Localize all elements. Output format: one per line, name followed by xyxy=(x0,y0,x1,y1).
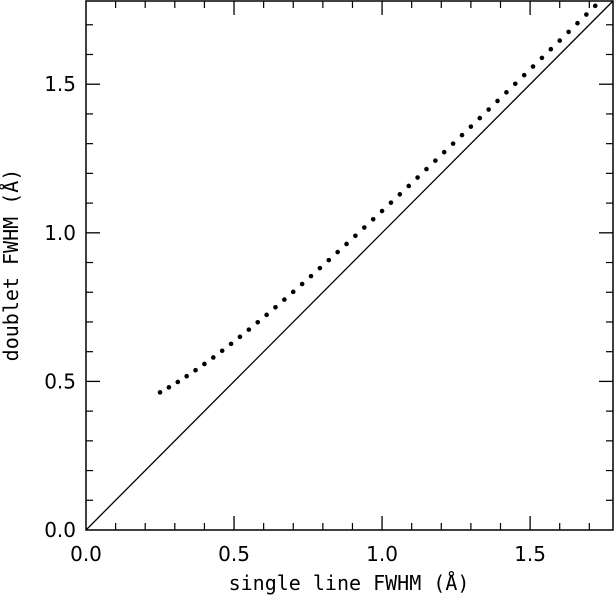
data-point xyxy=(202,361,207,367)
data-point xyxy=(184,373,189,379)
data-point xyxy=(512,81,518,87)
y-tick-label: 1.5 xyxy=(44,72,76,96)
data-point xyxy=(441,149,447,155)
data-point xyxy=(237,334,243,340)
data-point xyxy=(273,304,278,310)
data-point xyxy=(539,55,545,61)
data-point xyxy=(575,20,580,26)
data-point xyxy=(388,200,394,205)
data-point xyxy=(255,319,261,325)
data-point xyxy=(166,385,172,390)
data-point xyxy=(299,281,305,287)
data-point xyxy=(486,107,491,112)
x-tick-label: 0.0 xyxy=(70,542,102,566)
y-tick-label: 0.0 xyxy=(44,518,76,542)
data-point xyxy=(459,132,465,138)
data-point xyxy=(264,312,269,318)
data-point xyxy=(175,379,181,385)
data-point xyxy=(282,297,287,302)
major-ticks xyxy=(86,1,613,530)
data-point xyxy=(326,257,332,263)
data-point xyxy=(530,64,536,69)
data-point xyxy=(211,355,216,360)
data-point xyxy=(362,225,367,230)
data-point xyxy=(308,273,314,279)
data-point xyxy=(246,327,252,332)
data-point xyxy=(521,72,527,78)
data-point xyxy=(228,341,234,347)
data-point xyxy=(219,348,225,354)
y-tick-label: 1.0 xyxy=(44,221,76,245)
data-point xyxy=(433,158,438,163)
data-point xyxy=(450,141,456,146)
x-axis-label: single line FWHM (Å) xyxy=(229,571,470,595)
minor-ticks xyxy=(86,1,613,530)
data-point xyxy=(317,265,323,271)
reference-line xyxy=(85,0,614,531)
data-point xyxy=(415,175,420,180)
data-point xyxy=(557,38,563,43)
y-tick-label: 0.5 xyxy=(44,369,76,393)
data-point xyxy=(335,249,340,255)
x-tick-label: 1.5 xyxy=(514,542,546,566)
data-point xyxy=(397,192,403,197)
data-point xyxy=(406,183,412,189)
data-point xyxy=(157,390,163,395)
y-tick-labels: 0.0 0.5 1.0 1.5 xyxy=(44,72,76,542)
data-point xyxy=(592,3,598,9)
x-tick-labels: 0.0 0.5 1.0 1.5 xyxy=(70,542,546,566)
data-point xyxy=(344,241,349,247)
data-point xyxy=(566,29,571,35)
data-point xyxy=(584,12,589,17)
x-tick-label: 1.0 xyxy=(366,542,398,566)
y-axis-label: doublet FWHM (Å) xyxy=(0,169,23,362)
data-points xyxy=(157,3,598,395)
plot-frame xyxy=(85,0,614,531)
data-point xyxy=(290,289,296,295)
data-point xyxy=(477,115,483,121)
data-point xyxy=(424,166,429,172)
data-point xyxy=(495,98,500,104)
data-point xyxy=(504,90,509,95)
data-point xyxy=(193,367,198,373)
data-point xyxy=(379,208,385,214)
x-tick-label: 0.5 xyxy=(218,542,250,566)
data-point xyxy=(548,46,554,52)
data-point xyxy=(370,216,376,222)
data-point xyxy=(353,233,358,239)
data-point xyxy=(468,124,474,129)
